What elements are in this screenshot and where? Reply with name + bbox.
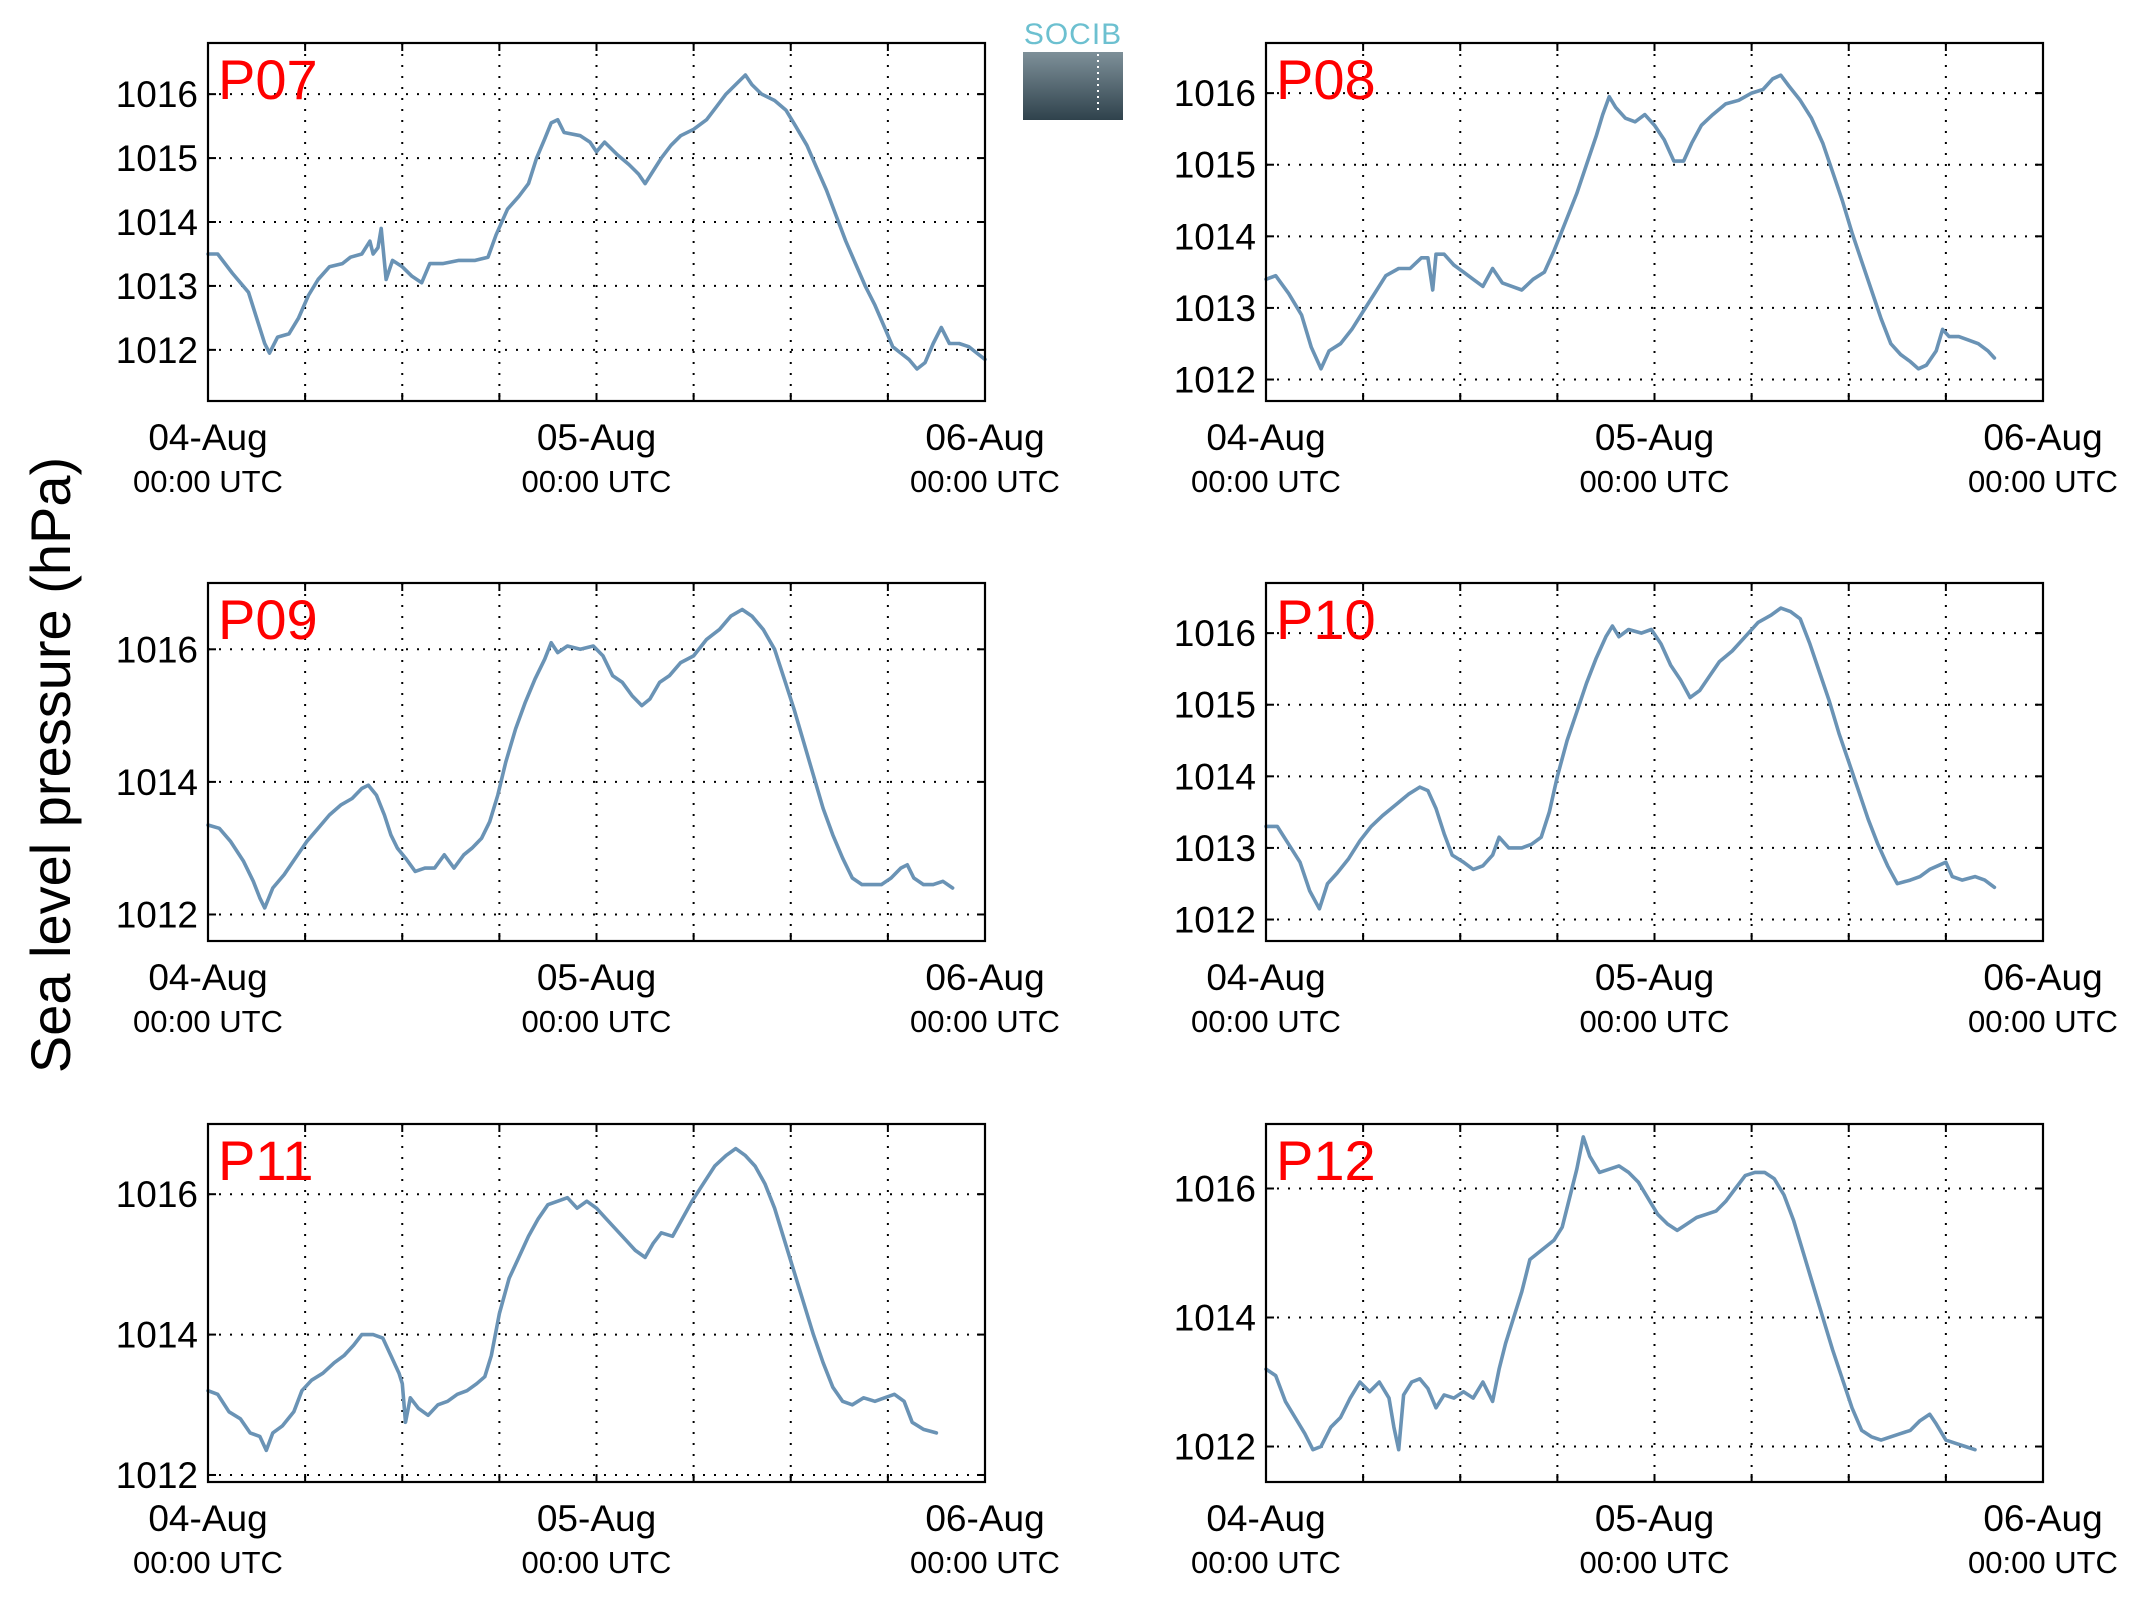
- y-tick-label: 1012: [116, 894, 198, 935]
- y-tick-label: 1015: [116, 138, 198, 179]
- y-tick-label: 1014: [116, 762, 198, 803]
- x-date-label: 06-Aug: [925, 417, 1044, 458]
- x-time-label: 00:00 UTC: [1968, 1004, 2118, 1039]
- panel-p12: 1012 1014 1016 04-Aug 00:00 UTC 05-Aug 00:00 U…: [1174, 1122, 2118, 1580]
- y-tick-label: 1015: [1174, 685, 1256, 726]
- y-tick-label: 1016: [116, 629, 198, 670]
- axes-box: [206, 1122, 987, 1484]
- x-date-label: 04-Aug: [148, 1498, 267, 1539]
- pressure-series-line: [206, 607, 955, 910]
- panel-p08: 1012 1013 1014 1015 1016 04-Aug 00:00 UTC 05-Au…: [1174, 41, 2118, 499]
- panel-p11: 1012 1014 1016 04-Aug 00:00 UTC 05-Aug 00:00 U…: [116, 1122, 1060, 1580]
- x-date-label: 05-Aug: [1595, 417, 1714, 458]
- x-date-label: 05-Aug: [537, 1498, 656, 1539]
- x-date-label: 05-Aug: [1595, 957, 1714, 998]
- y-tick-label: 1012: [116, 1455, 198, 1496]
- panel-label: P08: [1276, 48, 1376, 111]
- y-tick-label: 1013: [116, 266, 198, 307]
- y-tick-label: 1015: [1174, 145, 1256, 186]
- panel-label: P11: [218, 1129, 313, 1192]
- x-date-label: 06-Aug: [1983, 1498, 2102, 1539]
- pressure-series-line: [1264, 73, 1997, 371]
- x-time-label: 00:00 UTC: [522, 1545, 672, 1580]
- x-time-label: 00:00 UTC: [1191, 464, 1341, 499]
- y-tick-label: 1012: [1174, 900, 1256, 941]
- logo-text: SOCIB: [1024, 18, 1122, 51]
- pressure-series-line: [206, 73, 987, 371]
- panel-p10: 1012 1013 1014 1015 1016 04-Aug 00:00 UTC 05-Au…: [1174, 581, 2118, 1039]
- x-time-label: 00:00 UTC: [1191, 1545, 1341, 1580]
- x-time-label: 00:00 UTC: [910, 1545, 1060, 1580]
- x-date-label: 06-Aug: [1983, 417, 2102, 458]
- y-tick-label: 1012: [116, 330, 198, 371]
- panel-label: P10: [1276, 588, 1376, 651]
- x-date-label: 04-Aug: [148, 957, 267, 998]
- y-tick-label: 1016: [116, 74, 198, 115]
- x-time-label: 00:00 UTC: [133, 1545, 283, 1580]
- panel-p09: 1012 1014 1016 04-Aug 00:00 UTC 05-Aug 00:00 U…: [116, 581, 1060, 1039]
- x-time-label: 00:00 UTC: [133, 1004, 283, 1039]
- x-time-label: 00:00 UTC: [1968, 1545, 2118, 1580]
- x-time-label: 00:00 UTC: [133, 464, 283, 499]
- x-date-label: 06-Aug: [925, 1498, 1044, 1539]
- y-tick-label: 1016: [1174, 613, 1256, 654]
- y-tick-label: 1014: [1174, 1298, 1256, 1339]
- panel-p07: 1012 1013 1014 1015 1016 04-Aug 00:00 UTC 05-Au…: [116, 41, 1060, 499]
- axes-box: [1264, 581, 2045, 943]
- x-date-label: 06-Aug: [1983, 957, 2102, 998]
- axes-box: [1264, 1122, 2045, 1484]
- x-time-label: 00:00 UTC: [522, 464, 672, 499]
- y-tick-label: 1013: [1174, 288, 1256, 329]
- x-date-label: 04-Aug: [148, 417, 267, 458]
- x-date-label: 04-Aug: [1206, 957, 1325, 998]
- x-time-label: 00:00 UTC: [1580, 1545, 1730, 1580]
- x-time-label: 00:00 UTC: [910, 464, 1060, 499]
- pressure-series-line: [1264, 606, 1997, 911]
- socib-logo: SOCIB: [1023, 18, 1123, 120]
- y-tick-label: 1012: [1174, 360, 1256, 401]
- x-time-label: 00:00 UTC: [1968, 464, 2118, 499]
- x-date-label: 05-Aug: [537, 417, 656, 458]
- x-time-label: 00:00 UTC: [1191, 1004, 1341, 1039]
- x-date-label: 05-Aug: [537, 957, 656, 998]
- x-date-label: 04-Aug: [1206, 417, 1325, 458]
- x-time-label: 00:00 UTC: [522, 1004, 672, 1039]
- y-tick-label: 1013: [1174, 828, 1256, 869]
- x-time-label: 00:00 UTC: [1580, 1004, 1730, 1039]
- axes-box: [1264, 41, 2045, 403]
- x-time-label: 00:00 UTC: [910, 1004, 1060, 1039]
- y-tick-label: 1014: [1174, 756, 1256, 797]
- logo-block: [1023, 52, 1123, 120]
- panel-label: P07: [218, 48, 318, 111]
- y-tick-label: 1014: [1174, 216, 1256, 257]
- y-tick-label: 1014: [116, 202, 198, 243]
- x-date-label: 06-Aug: [925, 957, 1044, 998]
- axes-box: [206, 41, 987, 403]
- pressure-series-line: [1264, 1135, 1977, 1452]
- pressure-series-line: [206, 1146, 939, 1453]
- y-tick-label: 1014: [116, 1315, 198, 1356]
- y-tick-label: 1012: [1174, 1427, 1256, 1468]
- x-time-label: 00:00 UTC: [1580, 464, 1730, 499]
- y-tick-label: 1016: [1174, 1169, 1256, 1210]
- x-date-label: 05-Aug: [1595, 1498, 1714, 1539]
- axes-box: [206, 581, 987, 943]
- y-tick-label: 1016: [116, 1174, 198, 1215]
- y-axis-label: Sea level pressure (hPa): [19, 457, 82, 1073]
- panel-label: P12: [1276, 1129, 1376, 1192]
- y-tick-label: 1016: [1174, 73, 1256, 114]
- x-date-label: 04-Aug: [1206, 1498, 1325, 1539]
- panel-label: P09: [218, 588, 318, 651]
